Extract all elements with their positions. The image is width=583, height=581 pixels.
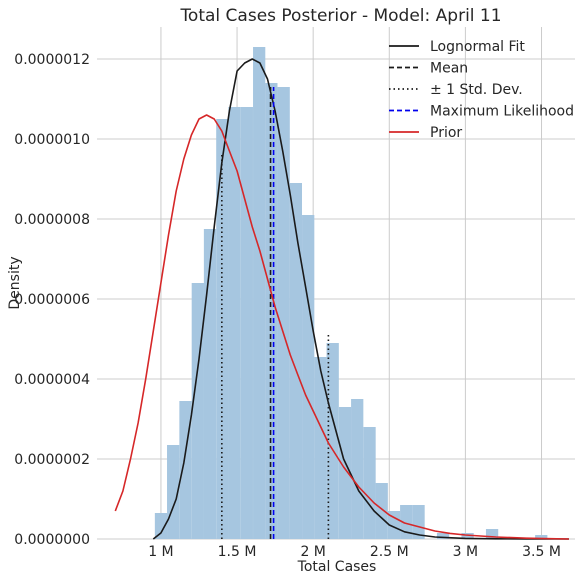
histogram-bar bbox=[265, 83, 278, 539]
y-tick-label: 0.0000002 bbox=[14, 452, 90, 468]
legend-label: Lognormal Fit bbox=[430, 39, 525, 55]
histogram-bar bbox=[436, 533, 450, 539]
grid-lines bbox=[97, 27, 575, 540]
y-axis-label: Density bbox=[7, 256, 23, 309]
legend: Lognormal Fit Mean ± 1 Std. Dev. Maximum Li… bbox=[389, 39, 574, 141]
chart-title: Total Cases Posterior - Model: April 11 bbox=[179, 6, 501, 26]
histogram-bar bbox=[228, 107, 241, 539]
histogram-bar bbox=[363, 427, 376, 539]
histogram-bar bbox=[240, 107, 253, 539]
x-axis-label: Total Cases bbox=[297, 559, 377, 575]
x-tick-label: 3.5 M bbox=[522, 544, 561, 560]
y-tick-label: 0.0000008 bbox=[14, 212, 90, 228]
y-tick-label: 0.0000010 bbox=[14, 132, 90, 148]
histogram-bar bbox=[338, 407, 352, 539]
histogram-bar bbox=[154, 513, 168, 539]
y-tick-label: 0.0000004 bbox=[14, 372, 90, 388]
x-tick-label: 2.5 M bbox=[370, 544, 409, 560]
histogram-bars bbox=[154, 47, 548, 539]
series-lines bbox=[114, 58, 569, 540]
histogram-bar bbox=[412, 505, 425, 539]
y-tick-label: 0.0000006 bbox=[14, 292, 90, 308]
histogram-bar bbox=[277, 87, 290, 539]
x-axis-ticks: 1 M 1.5 M 2 M 2.5 M 3 M 3.5 M bbox=[148, 544, 561, 560]
legend-label: Mean bbox=[430, 61, 468, 77]
histogram-bar bbox=[191, 283, 204, 539]
histogram-bar bbox=[535, 535, 548, 539]
histogram-bar bbox=[314, 357, 327, 539]
x-tick-label: 2 M bbox=[300, 544, 325, 560]
y-tick-label: 0.0000012 bbox=[14, 52, 90, 68]
x-tick-label: 1 M bbox=[148, 544, 173, 560]
histogram-bar bbox=[289, 183, 302, 539]
series-line bbox=[152, 58, 569, 540]
histogram-bar bbox=[387, 511, 401, 539]
histogram-bar bbox=[216, 119, 229, 539]
histogram-bar bbox=[351, 399, 364, 539]
legend-label: ± 1 Std. Dev. bbox=[430, 82, 523, 98]
histogram-bar bbox=[485, 529, 499, 539]
histogram-bar bbox=[302, 215, 315, 539]
y-axis-ticks: 0.0000000 0.0000002 0.0000004 0.0000006 0.00… bbox=[14, 52, 90, 548]
histogram-bar bbox=[461, 533, 474, 539]
histogram-bar bbox=[253, 47, 266, 539]
x-tick-label: 1.5 M bbox=[218, 544, 257, 560]
legend-label: Prior bbox=[430, 125, 462, 141]
legend-label: Maximum Likelihood bbox=[430, 104, 574, 120]
histogram-bar bbox=[326, 343, 339, 539]
histogram-bar bbox=[375, 483, 388, 539]
x-tick-label: 3 M bbox=[453, 544, 478, 560]
series-line bbox=[114, 114, 569, 540]
histogram-bar bbox=[203, 229, 217, 539]
y-tick-label: 0.0000000 bbox=[14, 532, 90, 548]
